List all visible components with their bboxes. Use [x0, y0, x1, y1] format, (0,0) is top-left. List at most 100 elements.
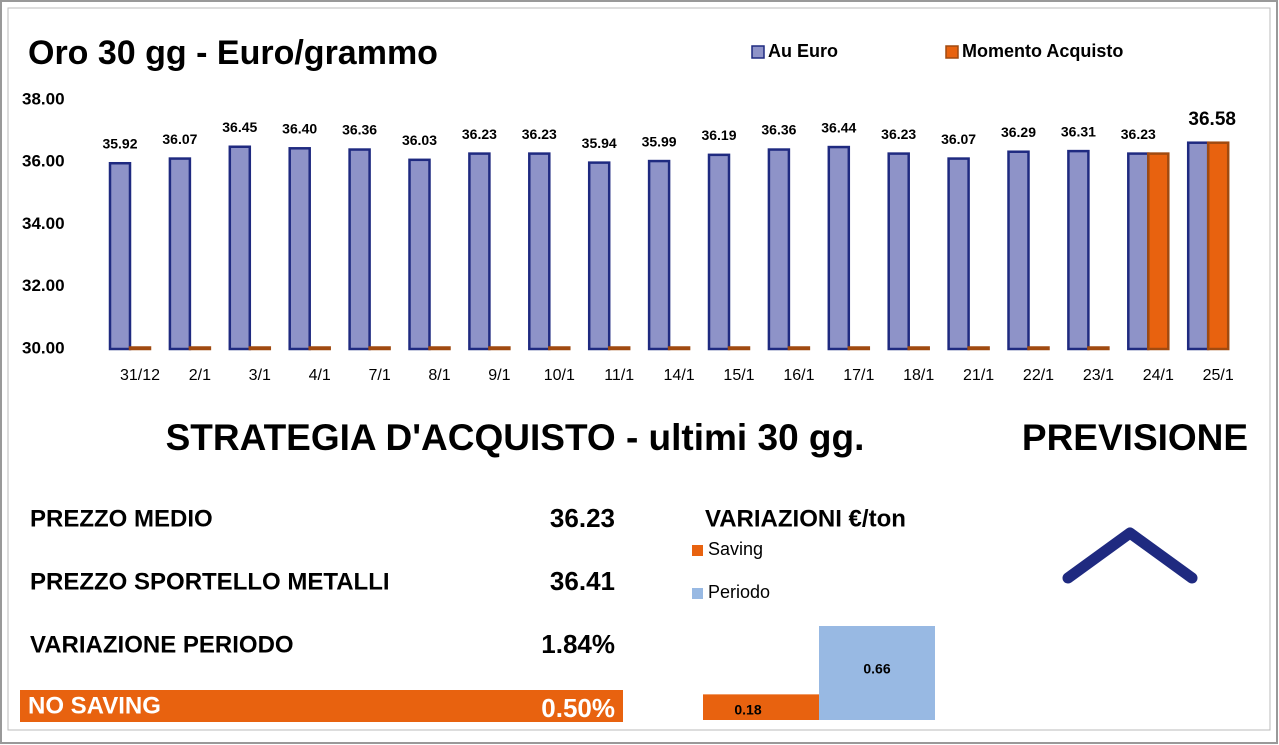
legend-swatch — [692, 545, 703, 556]
bar — [1206, 141, 1230, 351]
bar — [428, 346, 451, 351]
bar — [408, 158, 431, 351]
bar — [703, 694, 819, 720]
legend-swatch — [692, 588, 703, 599]
bar — [1186, 141, 1210, 351]
bar — [1087, 346, 1110, 351]
x-tick-label: 21/1 — [963, 367, 994, 384]
bar — [967, 346, 990, 351]
y-tick-label: 36.00 — [22, 152, 65, 171]
bar — [647, 159, 671, 351]
bar — [368, 346, 391, 351]
bar — [308, 346, 331, 351]
result-label: NO SAVING — [28, 692, 161, 719]
x-tick-label: 10/1 — [544, 367, 575, 384]
data-label: 36.44 — [821, 119, 856, 135]
legend-swatch — [751, 45, 765, 59]
x-tick-label: 18/1 — [903, 367, 934, 384]
y-tick-label: 32.00 — [22, 276, 65, 295]
data-label: 36.23 — [881, 126, 916, 142]
legend-label: Saving — [708, 539, 763, 559]
x-tick-label: 14/1 — [664, 367, 695, 384]
x-tick-label: 16/1 — [783, 367, 814, 384]
y-tick-label: 30.00 — [22, 338, 65, 357]
bar — [288, 147, 311, 351]
bar — [168, 157, 192, 351]
result-band — [20, 690, 623, 722]
data-label: 35.99 — [642, 133, 677, 149]
bar — [787, 346, 811, 351]
data-label: 0.18 — [734, 702, 761, 718]
data-label: 0.66 — [863, 661, 890, 677]
inner-frame — [7, 7, 1271, 731]
chart-title: Oro 30 gg - Euro/grammo — [28, 34, 438, 72]
x-tick-label: 8/1 — [428, 367, 450, 384]
bar — [128, 346, 152, 351]
x-tick-label: 15/1 — [723, 367, 754, 384]
bar — [767, 148, 791, 351]
bar — [887, 152, 910, 351]
data-label: 36.23 — [462, 126, 497, 142]
bar — [108, 161, 132, 351]
x-tick-label: 25/1 — [1203, 367, 1234, 384]
data-label: 35.92 — [102, 135, 137, 151]
data-label: 35.94 — [582, 135, 617, 151]
x-tick-label: 3/1 — [249, 367, 271, 384]
data-label: 36.07 — [941, 131, 976, 147]
bar — [587, 161, 611, 351]
bar — [1027, 346, 1050, 351]
x-tick-label: 11/1 — [604, 367, 634, 384]
row-label: PREZZO MEDIO — [30, 505, 213, 532]
bar — [707, 153, 731, 351]
legend-label: Momento Acquisto — [962, 41, 1123, 61]
x-tick-label: 22/1 — [1023, 367, 1054, 384]
bar — [348, 148, 371, 351]
bar — [819, 626, 935, 720]
forecast-title: PREVISIONE — [1022, 417, 1248, 458]
data-label: 36.36 — [342, 122, 377, 138]
row-label: VARIAZIONE PERIODO — [30, 631, 294, 658]
y-tick-label: 34.00 — [22, 214, 65, 233]
small-chart-title: VARIAZIONI €/ton — [705, 505, 906, 532]
y-tick-label: 38.00 — [22, 89, 65, 108]
up-arrow — [1062, 527, 1198, 584]
x-tick-label: 4/1 — [309, 367, 331, 384]
x-tick-label: 23/1 — [1083, 367, 1114, 384]
data-label: 36.23 — [522, 126, 557, 142]
data-label: 36.03 — [402, 132, 437, 148]
data-label: 36.36 — [761, 122, 796, 138]
x-tick-label: 24/1 — [1143, 367, 1174, 384]
data-label: 36.31 — [1061, 123, 1096, 139]
bar — [667, 346, 691, 351]
x-tick-label: 9/1 — [488, 367, 510, 384]
bar — [1147, 152, 1170, 351]
section-title: STRATEGIA D'ACQUISTO - ultimi 30 gg. — [166, 417, 865, 458]
bar — [1067, 149, 1090, 351]
row-value: 1.84% — [541, 629, 615, 659]
bar — [947, 157, 970, 351]
result-value: 0.50% — [541, 693, 615, 723]
bar — [248, 346, 272, 351]
row-value: 36.23 — [550, 503, 615, 533]
bar — [1007, 150, 1030, 351]
data-label: 36.29 — [1001, 124, 1036, 140]
bar — [607, 346, 631, 351]
x-tick-label: 31/12 — [120, 367, 160, 384]
data-label: 36.07 — [162, 131, 197, 147]
x-tick-label: 17/1 — [843, 367, 874, 384]
x-tick-label: 7/1 — [368, 367, 390, 384]
data-label: 36.58 — [1188, 109, 1236, 130]
bar — [727, 346, 751, 351]
data-label: 36.40 — [282, 121, 317, 137]
bar — [468, 152, 491, 351]
row-value: 36.41 — [550, 566, 615, 596]
bar — [488, 346, 511, 351]
legend-label: Periodo — [708, 582, 770, 602]
bar — [528, 152, 551, 351]
x-tick-label: 2/1 — [189, 367, 211, 384]
legend-swatch — [945, 45, 959, 59]
bar — [1127, 152, 1150, 351]
legend-label: Au Euro — [768, 41, 838, 61]
